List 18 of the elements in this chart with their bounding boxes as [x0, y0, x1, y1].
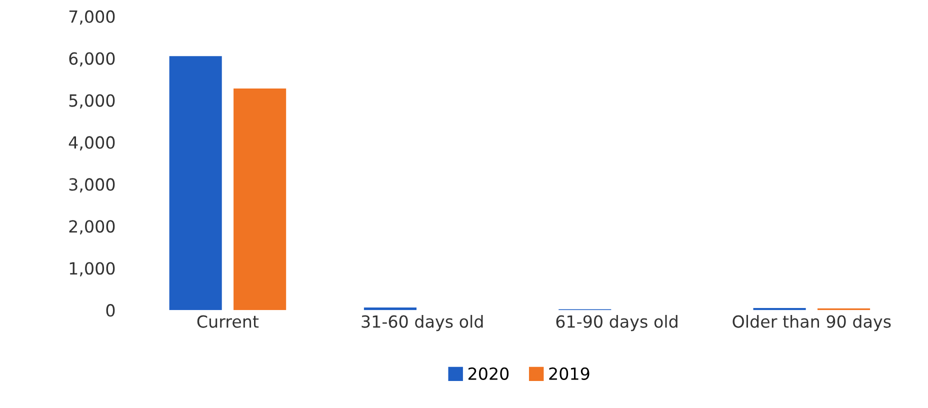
y-tick-label: 6,000	[69, 52, 115, 67]
x-tick-label: Older than 90 days	[732, 314, 891, 332]
y-tick-label: 0	[106, 304, 115, 317]
y-tick-label: 2,000	[69, 220, 115, 234]
y-tick-label: 4,000	[68, 136, 115, 150]
legend-label: 2020	[468, 367, 509, 380]
legend-label: 2019	[549, 367, 590, 380]
y-tick-label: 3,000	[69, 178, 115, 192]
x-tick-label: 31-60 days old	[362, 314, 483, 332]
y-tick-label: 5,000	[69, 94, 115, 109]
y-tick-label: 7,000	[69, 10, 115, 25]
bar	[364, 308, 417, 310]
bar	[169, 56, 222, 310]
bar	[234, 88, 286, 310]
x-tick-label: 61-90 days old	[556, 314, 678, 332]
x-tick-label: Current	[197, 315, 259, 328]
bar	[753, 308, 806, 310]
y-tick-label: 1,000	[70, 262, 115, 276]
